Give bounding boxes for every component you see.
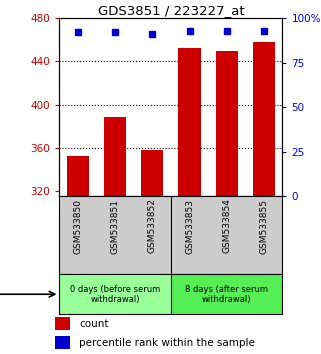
Bar	[59, 274, 171, 314]
Bar	[171, 274, 282, 314]
Text: GSM533852: GSM533852	[148, 199, 157, 253]
Bar	[253, 42, 275, 196]
Text: GSM533851: GSM533851	[111, 199, 120, 253]
Title: GDS3851 / 223227_at: GDS3851 / 223227_at	[98, 4, 244, 17]
Text: GSM533853: GSM533853	[185, 199, 194, 253]
Text: GSM533850: GSM533850	[74, 199, 82, 253]
Text: count: count	[79, 319, 108, 329]
Bar	[55, 317, 70, 330]
Bar	[178, 48, 201, 196]
Text: percentile rank within the sample: percentile rank within the sample	[79, 338, 255, 348]
Bar	[141, 150, 163, 196]
Bar	[216, 51, 238, 196]
Bar	[55, 336, 70, 349]
Text: 0 days (before serum
withdrawal): 0 days (before serum withdrawal)	[70, 285, 160, 304]
Text: GSM533854: GSM533854	[222, 199, 231, 253]
Text: GSM533855: GSM533855	[259, 199, 268, 253]
Text: 8 days (after serum
withdrawal): 8 days (after serum withdrawal)	[185, 285, 268, 304]
Bar	[104, 118, 126, 196]
Bar	[67, 156, 89, 196]
